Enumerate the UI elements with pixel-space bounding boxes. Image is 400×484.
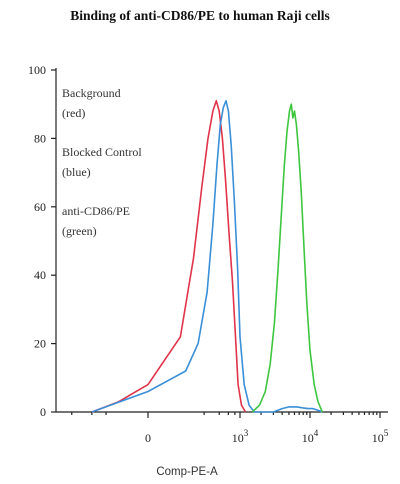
legend-sublabel-0: (red) bbox=[62, 106, 85, 120]
x-tick-label: 105 bbox=[372, 428, 389, 445]
y-tick-label: 20 bbox=[34, 337, 46, 351]
y-tick-label: 80 bbox=[34, 131, 46, 145]
y-tick-label: 0 bbox=[40, 405, 46, 419]
y-tick-label: 60 bbox=[34, 200, 46, 214]
legend-label-0: Background bbox=[62, 86, 121, 100]
series-line-0 bbox=[91, 100, 247, 413]
legend-sublabel-2: (green) bbox=[62, 224, 97, 238]
x-tick-label: 103 bbox=[232, 428, 249, 445]
series-line-2 bbox=[251, 103, 324, 413]
series-line-1 bbox=[91, 100, 323, 413]
legend-sublabel-1: (blue) bbox=[62, 165, 91, 179]
chart-title: Binding of anti-CD86/PE to human Raji ce… bbox=[70, 8, 330, 23]
legend-label-1: Blocked Control bbox=[62, 145, 142, 159]
x-axis-label: Comp-PE-A bbox=[156, 466, 218, 478]
legend-label-2: anti-CD86/PE bbox=[62, 204, 130, 218]
y-tick-label: 100 bbox=[28, 63, 46, 77]
x-tick-label: 104 bbox=[302, 428, 319, 445]
x-tick-label: 0 bbox=[145, 431, 151, 445]
y-tick-label: 40 bbox=[34, 268, 46, 282]
